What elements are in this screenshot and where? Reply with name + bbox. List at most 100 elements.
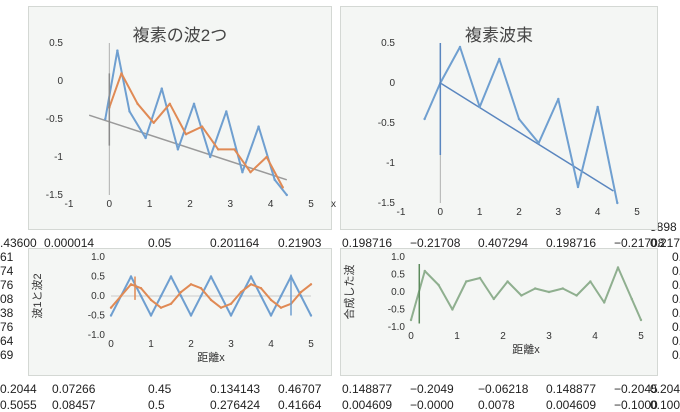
data-point [229,302,233,305]
grid-cell[interactable]: −0.21708 [410,236,461,250]
data-point [233,148,236,151]
grid-cell[interactable]: 0.201164 [210,236,260,250]
grid-cell[interactable]: 0.198716 [546,236,597,250]
chart-wave-packet[interactable]: 複素波束 -1 0 1 2 3 4 5 0.5 0 -0.5 -1 -1.5 [340,6,658,230]
x-tick-label: 2 [188,339,194,350]
x-tick-label: 4 [592,331,598,342]
grid-cell[interactable]: 0.4 [672,278,680,292]
grid-cell[interactable]: 0.198716 [342,236,393,250]
x-tick-label: 0 [108,339,114,350]
data-point [192,102,196,106]
data-point [168,102,172,106]
grid-cell[interactable]: 0.4 [672,264,680,278]
grid-cell[interactable]: −0.06218 [478,382,529,396]
data-point [309,314,313,317]
grid-cell[interactable]: 0.41664 [278,398,322,412]
chart-combined-wave[interactable]: 0 1 2 3 4 5 1.0 0.5 0.0 -0.5 -1.0 距離x 合成した波 [340,248,658,376]
chart-plot: -1 0 1 2 3 4 50.50-0.5-1-1.5x [46,38,336,210]
data-point [159,294,163,298]
data-point [139,287,143,290]
y-tick-label: -0.5 [388,305,406,316]
grid-cell[interactable]: 0.2044 [0,382,37,396]
y-tick-label: 0.0 [91,291,105,302]
grid-cell[interactable]: .43600 [0,236,37,250]
data-point [259,294,263,298]
chart-plot: -1 0 1 2 3 4 50.50-0.5-1-1.5 [378,38,640,218]
data-point [119,294,123,298]
grid-cell[interactable]: 0.148877 [546,382,597,396]
grid-cell[interactable]: 0.21903 [278,236,322,250]
series-line [104,49,288,196]
grid-cell[interactable]: 0.2045 [650,382,680,396]
data-point [423,269,426,273]
data-point [259,287,263,290]
grid-cell[interactable]: 0.05 [148,236,172,250]
x-tick-label: 4 [268,339,274,350]
grid-cell[interactable]: 38 [0,306,14,320]
grid-cell[interactable]: −0.21708 [614,236,665,250]
grid-cell[interactable]: 0.004609 [342,398,393,412]
y-tick-label: 0.5 [49,38,63,49]
data-point [537,141,540,145]
x-tick-label: 0 [438,207,444,218]
data-point [129,275,133,278]
grid-cell[interactable]: 0.1000 [650,398,680,412]
chart-complex-wave[interactable]: 複素の波2つ -1 0 1 2 3 4 5 0.5 0 -0.5 -1 -1.5 x [28,6,336,230]
x-extra-label: x [331,199,336,210]
grid-cell[interactable]: 0.1 [672,334,680,348]
x-tick-label: 1 [147,199,153,210]
grid-cell[interactable]: 0.08457 [52,398,96,412]
chart-two-waves[interactable]: 0 1 2 3 4 5 1.0 0.5 0.0 -0.5 -1.0 距離x 波1と波2 [28,248,332,376]
data-point [199,294,203,298]
grid-cell[interactable]: 76 [0,278,14,292]
grid-cell[interactable]: 61 [0,250,14,264]
grid-cell[interactable]: −0.2049 [410,382,454,396]
x-axis-title: 距離x [512,342,540,356]
data-point [217,148,220,151]
grid-cell[interactable]: 0.148877 [342,382,393,396]
grid-cell[interactable]: 0.134143 [210,382,261,396]
grid-cell[interactable]: 08 [0,292,14,306]
trend-line [88,114,288,181]
grid-cell[interactable]: 0.46707 [278,382,322,396]
grid-cell[interactable]: 0.5 [672,306,680,320]
grid-cell[interactable]: −0.0000 [410,398,454,412]
data-point [129,283,133,286]
grid-cell[interactable]: 74 [0,264,14,278]
data-point [279,306,283,309]
grid-cell[interactable]: 0.276424 [210,398,261,412]
data-point [189,283,193,286]
grid-cell[interactable]: 0.07266 [52,382,96,396]
series-line [410,266,642,321]
data-point [437,283,440,287]
grid-cell[interactable]: 0.5055 [0,398,37,412]
grid-cell[interactable]: 0.2170 [650,236,680,250]
data-point [219,294,223,298]
grid-cell[interactable]: 0.45 [148,382,172,396]
data-point [184,133,188,136]
x-tick-label: 0 [107,199,113,210]
data-point [241,171,244,174]
grid-cell[interactable]: 0.1 [672,348,680,362]
grid-cell[interactable]: 0.407294 [478,236,529,250]
grid-cell[interactable]: 0.000014 [44,236,95,250]
data-point [159,306,163,309]
grid-cell[interactable]: −0.2045 [614,382,658,396]
grid-cell[interactable]: 76 [0,320,14,334]
data-point [547,290,551,294]
chart-title: 複素波束 [465,26,533,45]
grid-cell[interactable]: 0.1 [672,320,680,334]
grid-cell[interactable]: 69 [0,348,14,362]
grid-cell[interactable]: 0.2 [672,250,680,264]
x-tick-label: 1 [454,331,460,342]
grid-cell[interactable]: 0.004609 [546,398,597,412]
y-tick-label: 0 [389,78,395,89]
grid-cell[interactable]: 0.0078 [478,398,515,412]
data-point [478,105,481,109]
grid-cell[interactable]: 64 [0,334,14,348]
x-tick-label: 4 [268,199,274,210]
grid-cell[interactable]: 0.5 [148,398,165,412]
data-point [225,110,228,113]
y-tick-label: -1.0 [88,330,106,341]
grid-cell[interactable]: 0.5 [672,292,680,306]
